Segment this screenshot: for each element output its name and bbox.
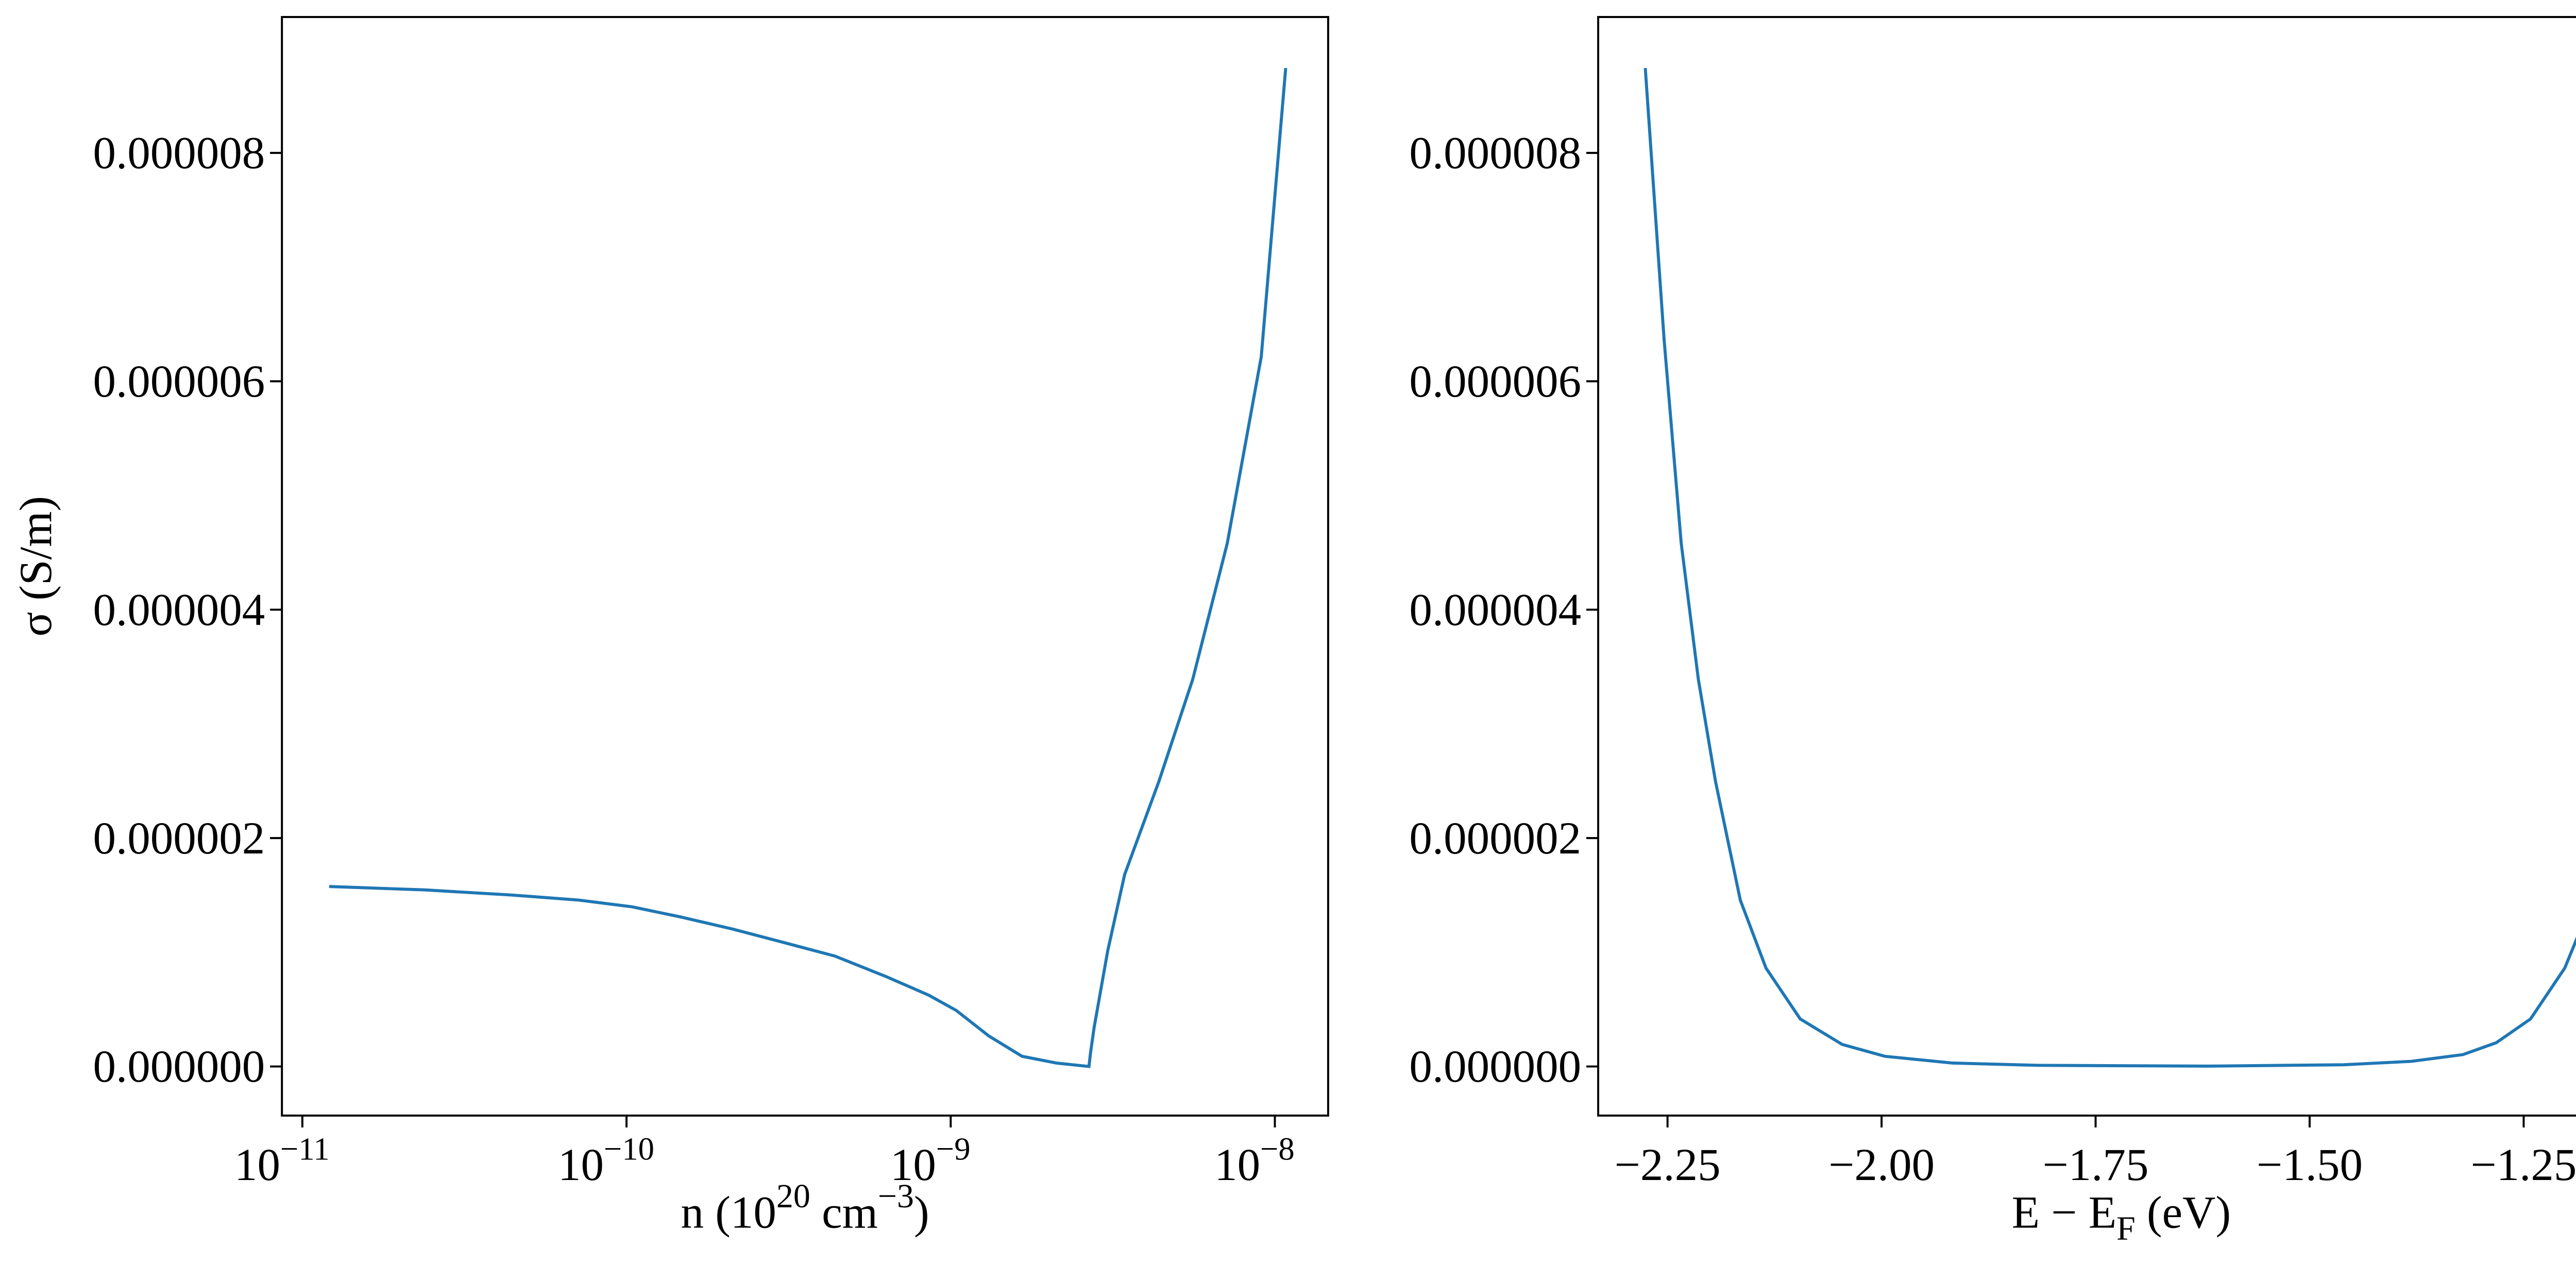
data-line bbox=[329, 67, 1287, 1068]
x-label-part: ) bbox=[914, 1187, 929, 1238]
x-tick-label: 10−11 bbox=[234, 1131, 330, 1191]
x-label-part: n (10 bbox=[681, 1187, 776, 1238]
y-tick-label: 0.000004 bbox=[93, 585, 265, 635]
plot-frame bbox=[1597, 16, 2576, 1117]
tick-base: 10 bbox=[1214, 1140, 1260, 1190]
tick-base: 10 bbox=[234, 1140, 280, 1190]
y-tick-label: 0.000002 bbox=[1409, 813, 1581, 864]
x-axis-label: E − EF (eV) bbox=[2012, 1187, 2231, 1247]
y-axis-label: σ (S/m) bbox=[11, 496, 61, 637]
x-label-part: E − E bbox=[2012, 1187, 2116, 1238]
x-label-part: cm bbox=[810, 1187, 878, 1238]
y-tick-label: 0.000006 bbox=[1409, 356, 1581, 407]
tick-base: 10 bbox=[558, 1140, 604, 1190]
data-line bbox=[1643, 67, 2576, 1068]
tick-exponent: −10 bbox=[604, 1131, 654, 1167]
x-tick-label: −1.25 bbox=[2470, 1140, 2576, 1190]
y-tick-label: 0.000000 bbox=[1409, 1041, 1581, 1092]
x-tick-label: 10−10 bbox=[558, 1131, 654, 1191]
y-tick-label: 0.000002 bbox=[93, 813, 265, 864]
x-label-part: F bbox=[2116, 1210, 2136, 1247]
x-label-part: 20 bbox=[776, 1177, 810, 1215]
x-tick-label: −1.50 bbox=[2257, 1140, 2363, 1190]
x-label-part: (eV) bbox=[2136, 1187, 2231, 1238]
x-tick-label: −1.75 bbox=[2043, 1140, 2149, 1190]
x-tick-label: −2.00 bbox=[1828, 1140, 1935, 1190]
y-tick-label: 0.000008 bbox=[93, 128, 265, 179]
x-tick-label: 10−8 bbox=[1214, 1131, 1295, 1191]
x-tick-label: 10−9 bbox=[890, 1131, 971, 1191]
tick-exponent: −8 bbox=[1260, 1131, 1295, 1167]
tick-exponent: −9 bbox=[936, 1131, 971, 1167]
x-axis-label: n (1020 cm−3) bbox=[681, 1177, 929, 1238]
plot-frame bbox=[281, 16, 1329, 1117]
tick-base: 10 bbox=[890, 1140, 936, 1190]
y-tick-label: 0.000006 bbox=[93, 356, 265, 407]
y-tick-label: 0.000004 bbox=[1409, 585, 1581, 635]
y-tick-label: 0.000008 bbox=[1409, 128, 1581, 179]
x-label-part: −3 bbox=[878, 1177, 914, 1215]
x-tick-label: −2.25 bbox=[1615, 1140, 1721, 1190]
y-tick-label: 0.000000 bbox=[93, 1041, 265, 1092]
tick-exponent: −11 bbox=[280, 1131, 330, 1167]
